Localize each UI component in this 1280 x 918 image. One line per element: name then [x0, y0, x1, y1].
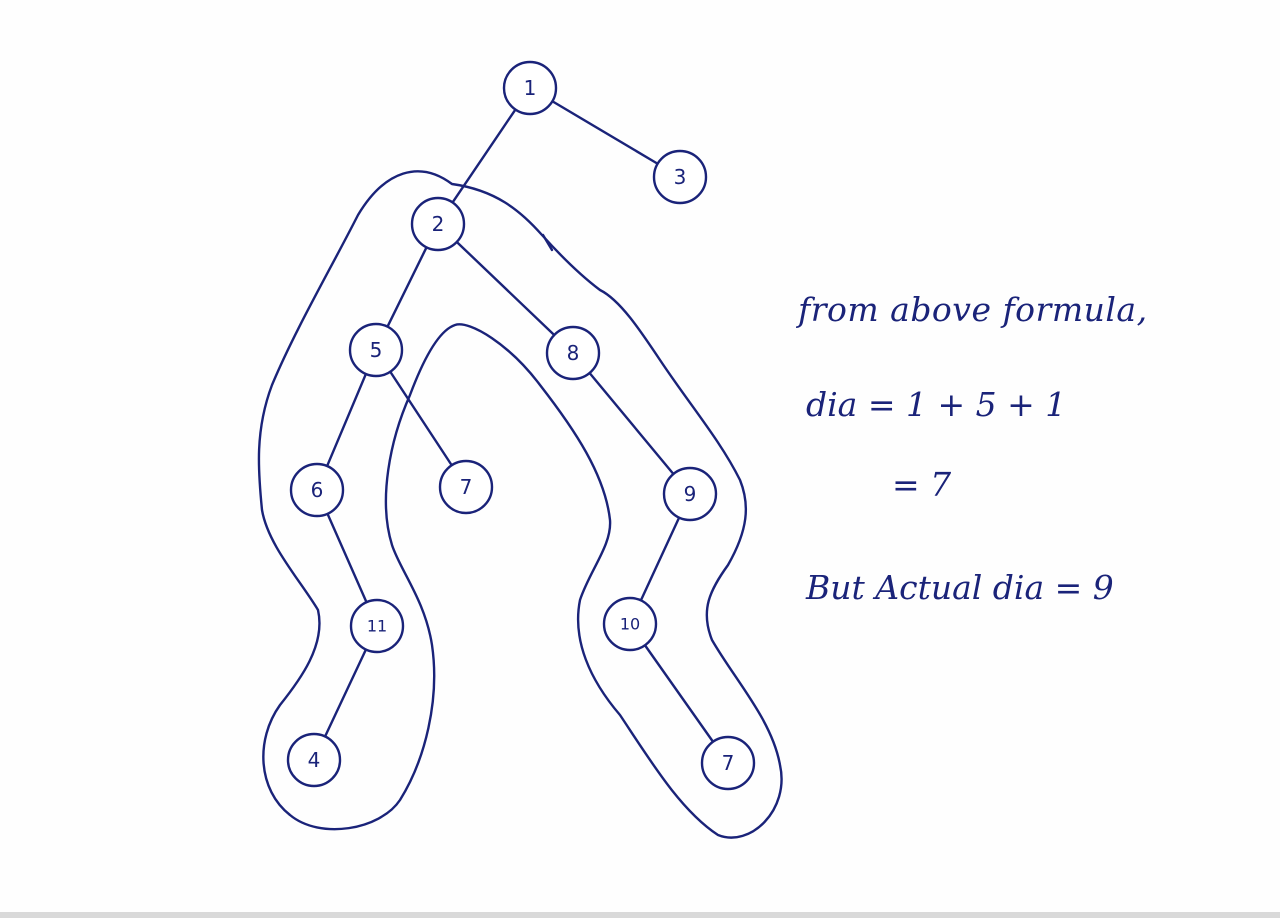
tree-edge-n5-n6: [325, 372, 368, 468]
tree-edge-n8-n9: [588, 371, 675, 476]
page-bottom-edge: [0, 912, 1280, 918]
note-actual-dia: But Actual dia = 9: [806, 568, 1114, 607]
node-label: 11: [367, 617, 387, 636]
node-circle: [438, 459, 494, 515]
tree-node-n3: 3: [652, 149, 708, 205]
node-label: 3: [674, 165, 687, 189]
note-dia-result: = 7: [892, 465, 952, 504]
tree-node-n5: 5: [348, 322, 404, 378]
tree-edge-n6-n11: [326, 512, 368, 604]
node-circle: [286, 732, 342, 788]
node-circle: [349, 598, 405, 654]
tree-node-n6: 6: [289, 462, 345, 518]
tree-node-n10: 10: [602, 596, 658, 652]
node-label: 10: [620, 615, 640, 634]
tree-edge-n9-n10: [639, 516, 681, 602]
node-label: 8: [567, 341, 580, 365]
node-label: 5: [370, 338, 383, 362]
tree-edge-n2-n5: [386, 246, 428, 328]
tree-edge-n1-n2: [451, 108, 517, 204]
node-label: 9: [684, 482, 697, 506]
node-label: 2: [432, 212, 445, 236]
nodes-layer: 1 3 2 5 8 6 7 9 11 10 4 7: [286, 60, 756, 791]
tree-node-n1: 1: [502, 60, 558, 116]
tree-edge-n5-n7a: [389, 370, 453, 467]
tree-edge-n1-n3: [551, 100, 659, 165]
node-circle: [348, 322, 404, 378]
node-label: 1: [524, 76, 537, 100]
loop-tick-mark: [541, 233, 554, 252]
node-label: 4: [308, 748, 321, 772]
node-circle: [652, 149, 708, 205]
note-formula-heading: from above formula,: [798, 290, 1148, 329]
node-label: 6: [311, 478, 324, 502]
diameter-path-outline: [257, 170, 783, 839]
tree-node-n11: 11: [349, 598, 405, 654]
note-dia-equation: dia = 1 + 5 + 1: [806, 385, 1067, 424]
tree-node-n4: 4: [286, 732, 342, 788]
node-circle: [662, 466, 718, 522]
tree-edge-n10-n7b: [643, 644, 715, 743]
tree-node-n7b: 7: [700, 735, 756, 791]
tree-node-n2: 2: [410, 196, 466, 252]
node-circle: [289, 462, 345, 518]
tree-node-n8: 8: [545, 325, 601, 381]
node-circle: [545, 325, 601, 381]
edges-layer: [323, 100, 715, 743]
node-circle: [502, 60, 558, 116]
tree-node-n7a: 7: [438, 459, 494, 515]
tree-node-n9: 9: [662, 466, 718, 522]
node-circle: [410, 196, 466, 252]
tree-edge-n11-n4: [323, 648, 368, 738]
tree-edge-n2-n8: [455, 240, 556, 337]
node-label: 7: [460, 475, 473, 499]
node-label: 7: [722, 751, 735, 775]
node-circle: [700, 735, 756, 791]
node-circle: [602, 596, 658, 652]
